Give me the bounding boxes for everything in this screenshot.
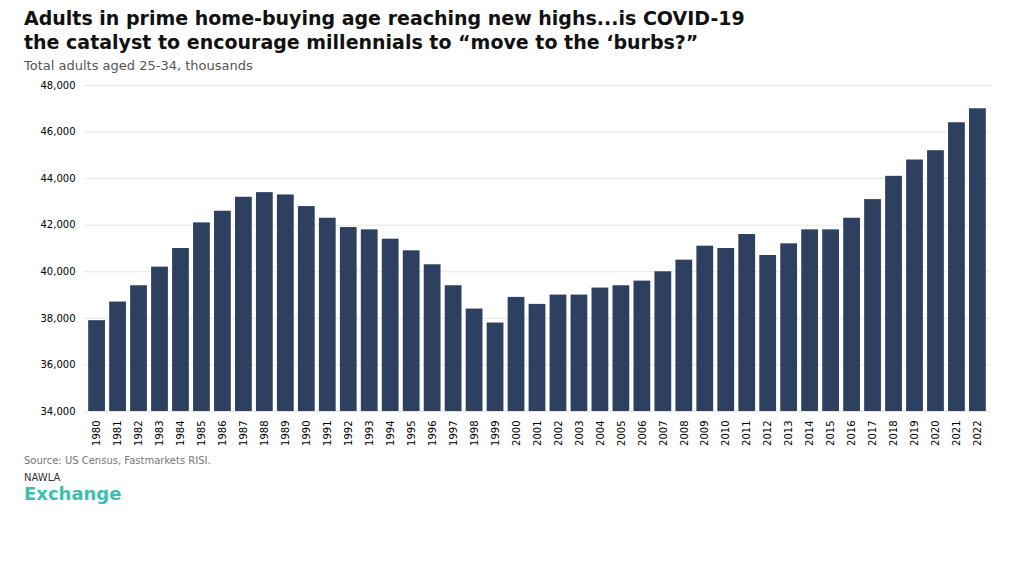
svg-text:1980: 1980 xyxy=(91,421,102,446)
svg-text:2020: 2020 xyxy=(930,421,941,446)
svg-text:1996: 1996 xyxy=(427,421,438,446)
svg-text:1998: 1998 xyxy=(469,421,480,446)
html-text:Source: US Census, Fastmarkets: Source: US Census, Fastmarkets RISI. xyxy=(24,455,211,466)
html-text:the catalyst to encourage mill: the catalyst to encourage millennials to… xyxy=(24,31,699,53)
svg-text:2001: 2001 xyxy=(532,421,543,446)
svg-text:1999: 1999 xyxy=(490,421,501,446)
svg-text:2006: 2006 xyxy=(637,421,648,446)
svg-text:34,000: 34,000 xyxy=(41,406,76,417)
svg-text:2011: 2011 xyxy=(741,421,752,446)
svg-text:2007: 2007 xyxy=(658,421,669,446)
svg-text:2000: 2000 xyxy=(511,421,522,446)
svg-text:1992: 1992 xyxy=(343,421,354,446)
html-text:NAWLA: NAWLA xyxy=(24,472,61,483)
html-text:Adults in prime home-buying ag: Adults in prime home-buying age reaching… xyxy=(24,7,745,29)
svg-text:2004: 2004 xyxy=(595,421,606,446)
svg-text:2009: 2009 xyxy=(699,421,710,446)
svg-text:2017: 2017 xyxy=(867,421,878,446)
svg-text:1997: 1997 xyxy=(448,421,459,446)
svg-text:1988: 1988 xyxy=(259,421,270,446)
svg-text:2005: 2005 xyxy=(616,421,627,446)
svg-text:2012: 2012 xyxy=(762,421,773,446)
svg-text:1985: 1985 xyxy=(196,421,207,446)
svg-text:1984: 1984 xyxy=(175,421,186,446)
svg-text:42,000: 42,000 xyxy=(41,219,76,230)
svg-text:1987: 1987 xyxy=(238,421,249,446)
svg-text:2018: 2018 xyxy=(888,421,899,446)
svg-text:1982: 1982 xyxy=(133,421,144,446)
svg-text:2010: 2010 xyxy=(720,421,731,446)
svg-text:44,000: 44,000 xyxy=(41,173,76,184)
svg-text:40,000: 40,000 xyxy=(41,266,76,277)
svg-text:1989: 1989 xyxy=(280,421,291,446)
html-text:Exchange: Exchange xyxy=(24,483,122,504)
svg-text:2016: 2016 xyxy=(846,421,857,446)
svg-text:2008: 2008 xyxy=(679,421,690,446)
svg-text:1994: 1994 xyxy=(385,421,396,446)
svg-text:36,000: 36,000 xyxy=(41,359,76,370)
svg-text:1986: 1986 xyxy=(217,421,228,446)
html-text:Total adults aged 25-34, thous: Total adults aged 25-34, thousands xyxy=(24,58,253,73)
svg-text:38,000: 38,000 xyxy=(41,313,76,324)
svg-text:1991: 1991 xyxy=(322,421,333,446)
svg-text:2022: 2022 xyxy=(972,421,983,446)
svg-text:2002: 2002 xyxy=(553,421,564,446)
svg-text:1995: 1995 xyxy=(406,421,417,446)
svg-text:2014: 2014 xyxy=(804,421,815,446)
svg-text:2021: 2021 xyxy=(951,421,962,446)
svg-text:1990: 1990 xyxy=(301,421,312,446)
svg-text:2013: 2013 xyxy=(783,421,794,446)
svg-text:2015: 2015 xyxy=(825,421,836,446)
svg-text:2019: 2019 xyxy=(909,421,920,446)
svg-text:1983: 1983 xyxy=(154,421,165,446)
svg-text:48,000: 48,000 xyxy=(41,80,76,91)
svg-text:46,000: 46,000 xyxy=(41,126,76,137)
svg-text:1993: 1993 xyxy=(364,421,375,446)
svg-text:2003: 2003 xyxy=(574,421,585,446)
svg-text:1981: 1981 xyxy=(112,421,123,446)
